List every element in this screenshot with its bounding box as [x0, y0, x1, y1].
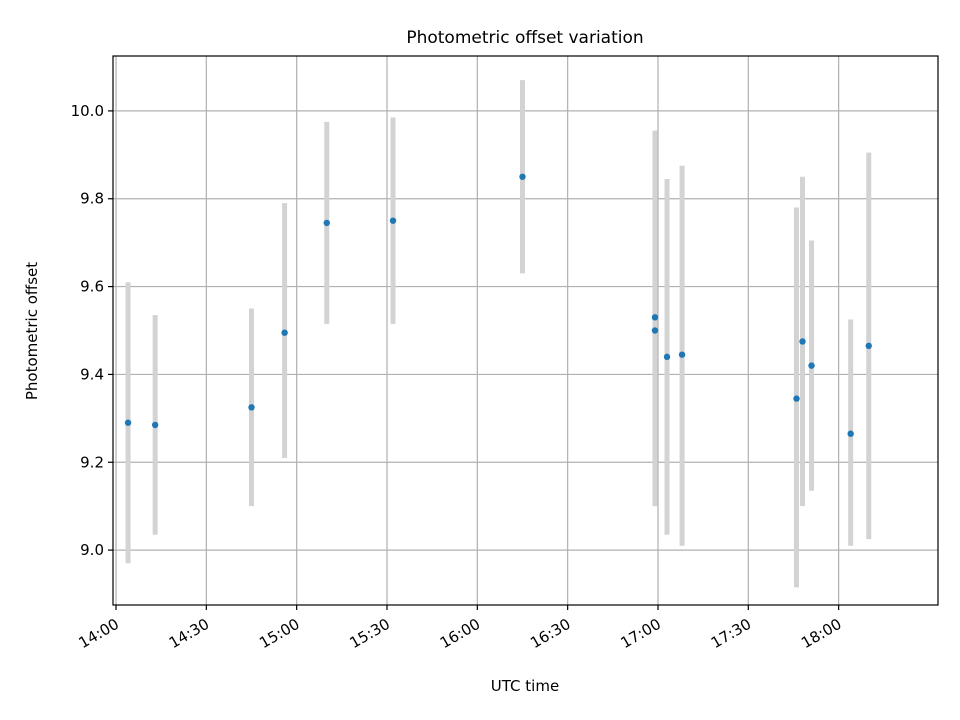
data-point: [281, 329, 288, 336]
y-tick-label: 10.0: [71, 102, 104, 120]
x-tick-label: 15:30: [347, 615, 393, 652]
error-bars: [125, 80, 872, 588]
data-point: [389, 217, 397, 224]
y-axis-label: Photometric offset: [23, 262, 41, 400]
x-tick-label: 17:00: [618, 615, 664, 652]
grid: [113, 56, 938, 605]
data-point: [799, 338, 806, 345]
data-point: [808, 362, 815, 369]
x-tick-label: 15:00: [256, 615, 302, 652]
data-point: [519, 173, 526, 180]
y-tick-label: 9.6: [80, 278, 104, 296]
data-point: [663, 353, 671, 361]
x-tick-label: 16:00: [437, 615, 483, 652]
data-point: [847, 430, 854, 437]
x-tick-label: 14:00: [76, 615, 122, 652]
data-point: [651, 327, 659, 334]
data-point: [124, 419, 132, 426]
data-point: [865, 342, 872, 350]
x-tick-label: 16:30: [527, 615, 573, 652]
data-point: [248, 404, 255, 411]
y-tick-label: 9.0: [80, 541, 104, 559]
data-points: [124, 173, 872, 437]
data-point: [151, 421, 159, 429]
x-tick-label: 18:00: [798, 615, 844, 652]
x-tick-label: 17:30: [708, 615, 754, 652]
data-point: [651, 314, 659, 321]
chart-title: Photometric offset variation: [406, 28, 643, 48]
y-tick-label: 9.4: [80, 365, 104, 383]
data-point: [678, 351, 686, 358]
y-tick-label: 9.8: [80, 190, 104, 208]
x-axis-label: UTC time: [491, 677, 559, 695]
data-point: [793, 395, 800, 402]
y-tick-label: 9.2: [80, 453, 104, 471]
plot-frame: [112, 55, 939, 606]
axis-ticks: 14:00 14:30 15:00 15:30 16:00 16:30 17:00 17:30…: [71, 102, 845, 652]
x-tick-label: 14:30: [166, 615, 212, 652]
data-point: [323, 219, 330, 227]
